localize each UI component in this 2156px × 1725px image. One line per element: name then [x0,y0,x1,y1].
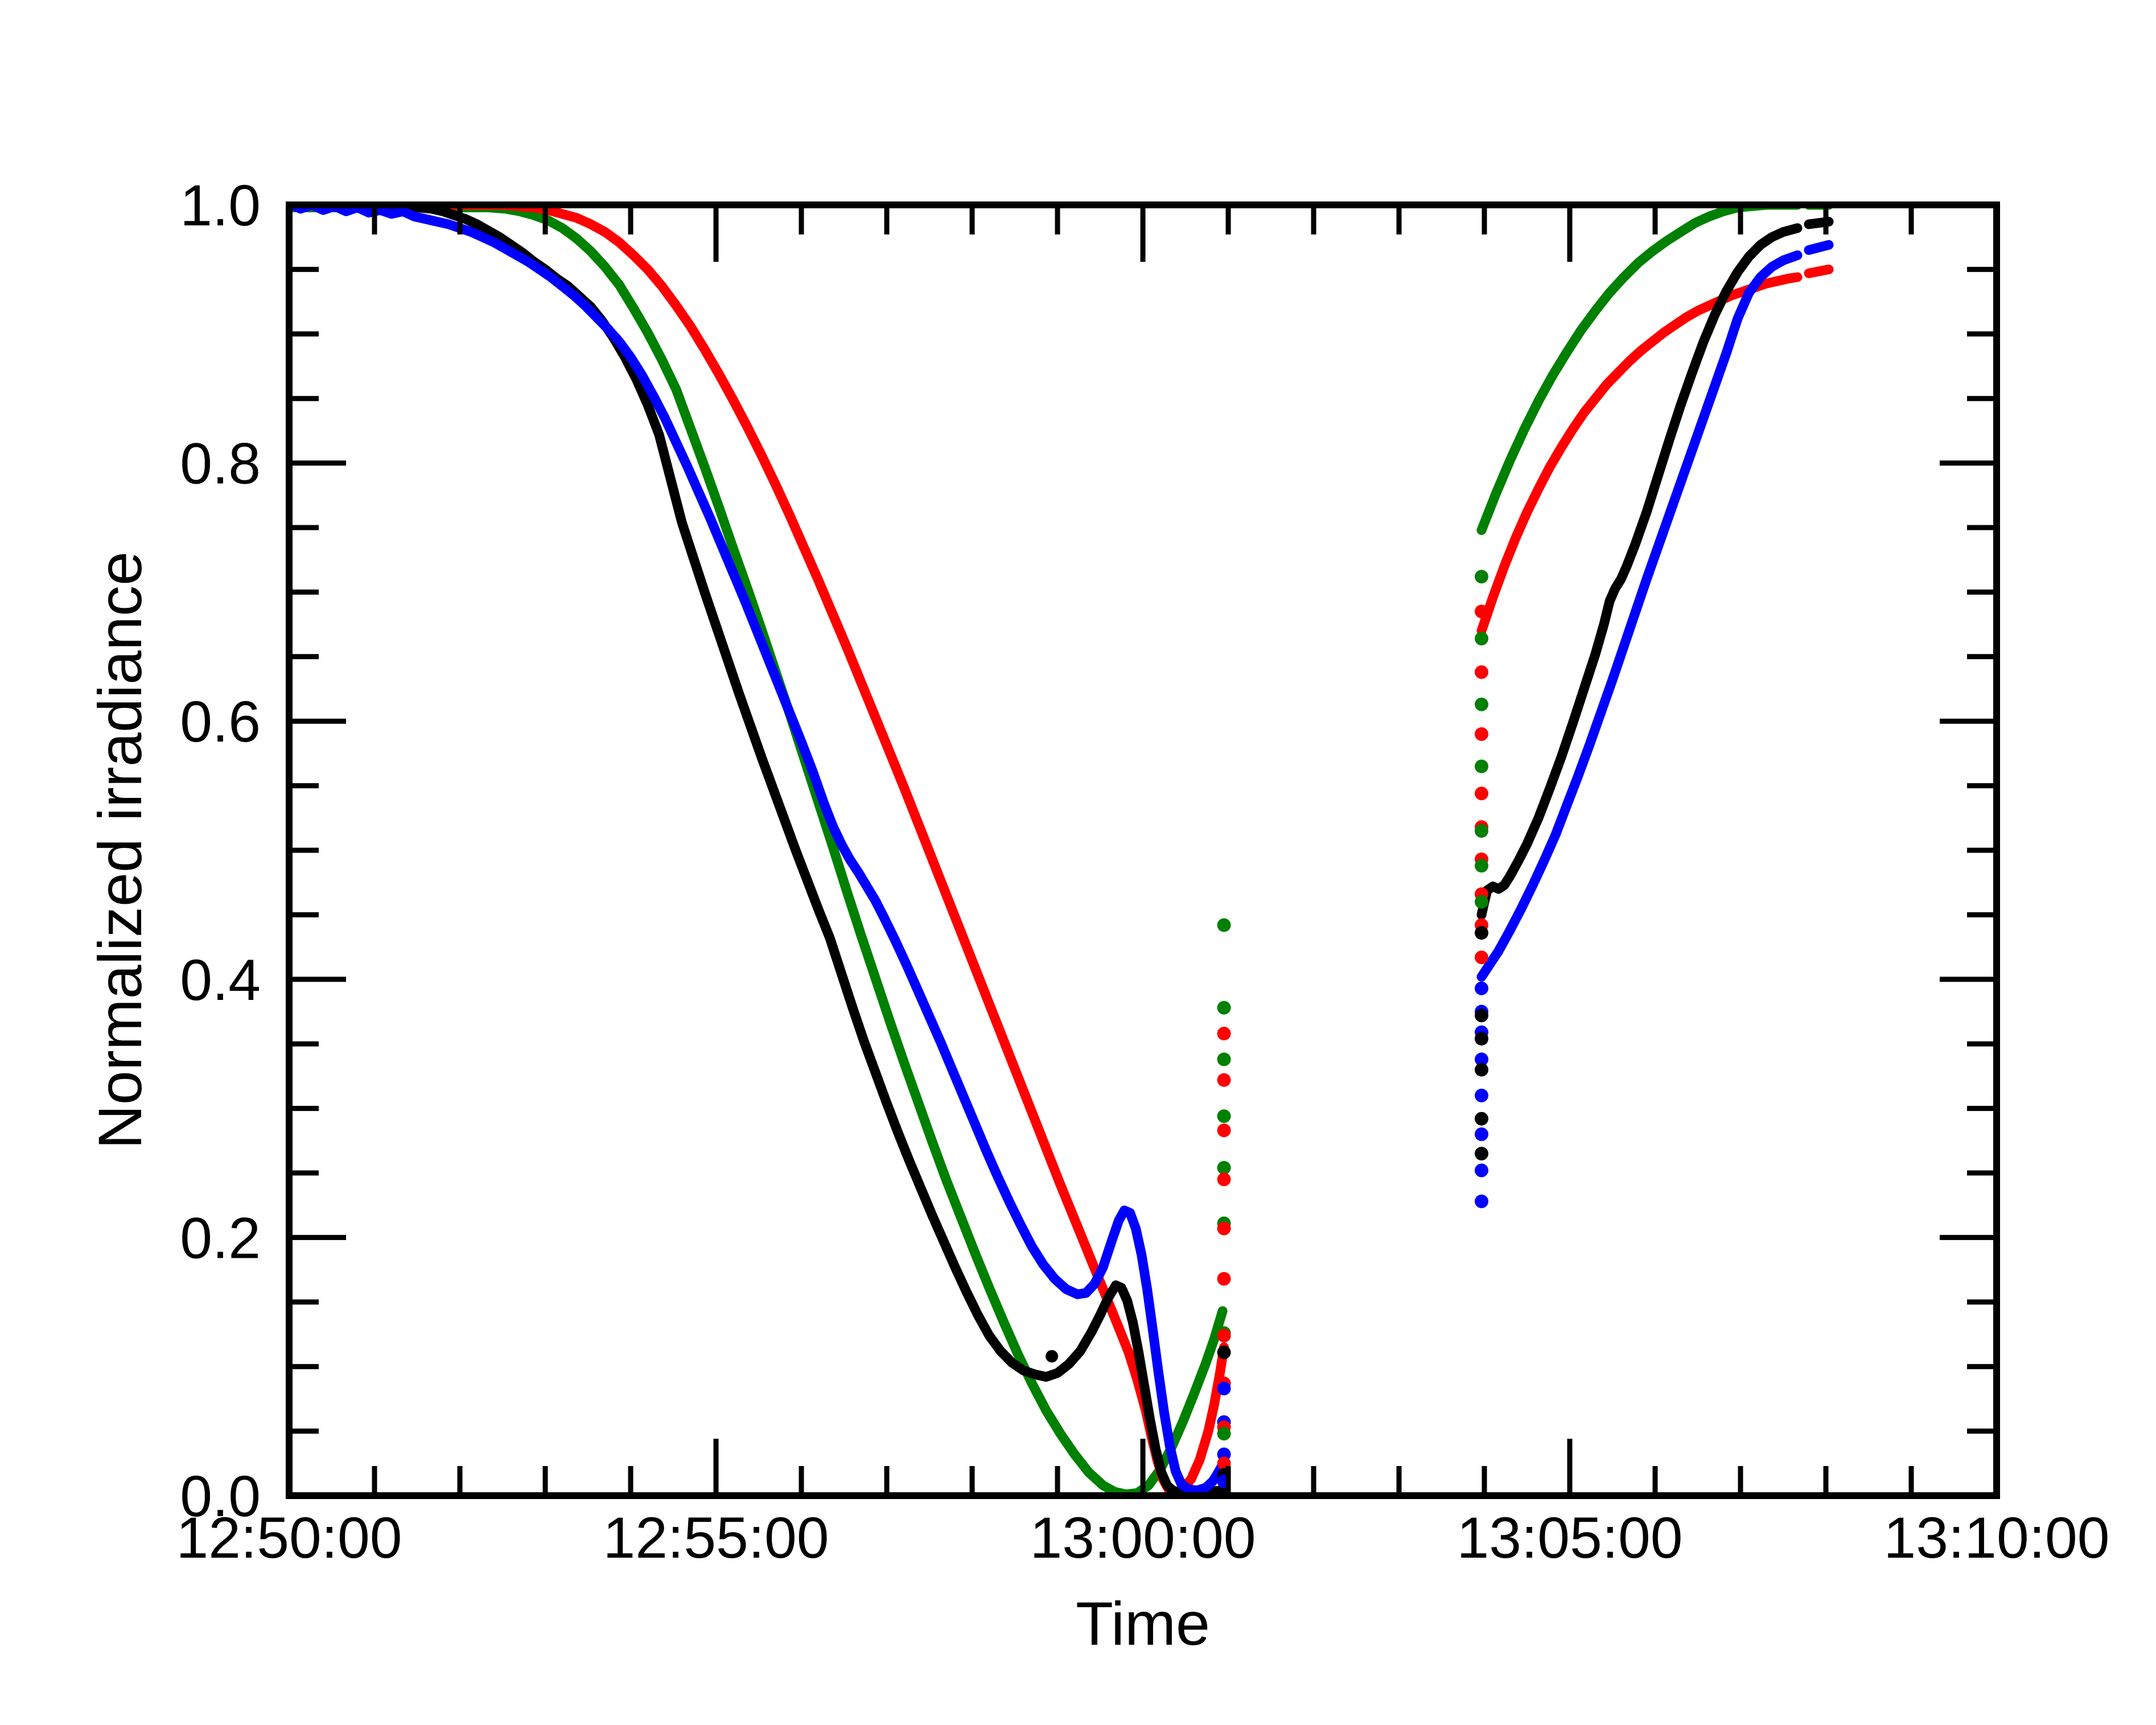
series-red-channel-segment-1 [289,205,1229,1496]
scatter-column-13:00:57-dot [1217,918,1231,932]
scatter-dots-layer [1046,570,1488,1489]
scatter-column-13:00:57-dot [1217,1221,1231,1236]
series-green-channel-segment-1 [289,205,1228,1496]
x-tick-label: 12:55:00 [603,1505,829,1570]
scatter-column-13:00:57-dot [1217,1001,1231,1015]
scatter-column-13:00:57-dot [1217,1381,1231,1395]
scatter-column-13:03:58-dot [1475,1147,1488,1160]
scatter-column-13:03:58-dot [1475,727,1488,741]
scatter-column-13:03:58-dot [1475,1032,1488,1046]
scatter-column-13:03:58-dot [1475,1111,1488,1126]
y-tick-label: 1.0 [180,173,261,238]
scatter-column-13:00:57-dot [1217,1123,1231,1138]
scatter-column-13:03:58-dot [1475,859,1488,873]
scatter-column-13:03:58-dot [1475,824,1488,838]
scatter-column-13:03:58-dot [1475,787,1488,801]
scatter-column-13:03:58-dot [1475,1008,1488,1023]
scatter-column-13:03:58-dot [1475,1194,1488,1208]
scatter-column-13:03:58-dot [1475,1088,1488,1102]
scatter-column-13:03:58-dot [1475,697,1488,711]
y-tick-label: 0.4 [180,948,261,1012]
scatter-column-13:03:58-dot [1475,1063,1488,1077]
scatter-column-13:00:57-dot [1217,1328,1231,1343]
curves-layer [289,205,1834,1496]
scatter-column-13:00:57-dot [1217,1272,1231,1286]
axes-layer [286,201,2000,1499]
series-red-channel-segment-3 [1804,264,1834,278]
scatter-column-13:00:57-dot [1217,1160,1231,1175]
scatter-column-13:03:58-dot [1475,895,1488,909]
series-black-channel-segment-1 [289,205,1228,1496]
y-tick-label: 0.6 [180,689,261,754]
y-tick-label: 0.8 [180,431,261,496]
scatter-column-13:03:58-dot [1475,950,1488,965]
scatter-column-13:03:58-dot [1475,926,1488,940]
series-red-channel-segment-2 [1476,272,1803,636]
x-tick-label: 13:00:00 [1030,1505,1256,1570]
plot-box [286,201,2000,1499]
y-tick-label: 0.2 [180,1205,261,1270]
scatter-column-13:03:58-dot [1475,665,1488,679]
scatter-column-13:00:57-dot [1217,1172,1231,1187]
series-blue-channel-segment-1 [289,205,1229,1496]
x-tick-label: 13:10:00 [1883,1505,2109,1570]
series-black-channel-segment-2 [1476,223,1803,920]
y-axis-title: Normalized irradiance [85,551,154,1149]
scatter-column-13:03:58-dot [1475,1052,1488,1067]
scatter-column-13:03:58-dot [1475,1127,1488,1141]
series-blue-channel-segment-3 [1804,240,1834,255]
y-tick-labels: 0.0 0.2 0.4 0.6 0.8 1.0 [180,173,261,1529]
x-tick-label: 13:05:00 [1456,1505,1682,1570]
scatter-column-13:03:58-dot [1475,1163,1488,1178]
scatter-column-13:00:57-dot [1217,1073,1231,1087]
scatter-column-13:03:58-dot [1475,604,1488,619]
stray-dot [1046,1350,1058,1363]
x-axis-title: Time [1076,1589,1210,1658]
x-tick-labels: 12:50:00 12:55:00 13:00:00 13:05:00 13:10:00 [176,1505,2109,1570]
scatter-column-13:03:58-dot [1475,570,1488,584]
scatter-column-13:00:57-dot [1217,1109,1231,1123]
scatter-column-13:03:58-dot [1475,981,1488,995]
scatter-column-13:00:57-dot [1217,1427,1231,1441]
scatter-column-13:00:57-dot [1217,1345,1231,1360]
x-tick-label: 12:50:00 [176,1505,402,1570]
scatter-column-13:00:57-dot [1217,1052,1231,1067]
scatter-column-13:03:58-dot [1475,632,1488,645]
series-blue-channel-segment-2 [1476,250,1803,982]
y-tick-label: 0.0 [180,1464,261,1529]
scatter-column-13:03:58-dot [1475,759,1488,773]
scatter-column-13:00:57-dot [1217,1027,1231,1041]
